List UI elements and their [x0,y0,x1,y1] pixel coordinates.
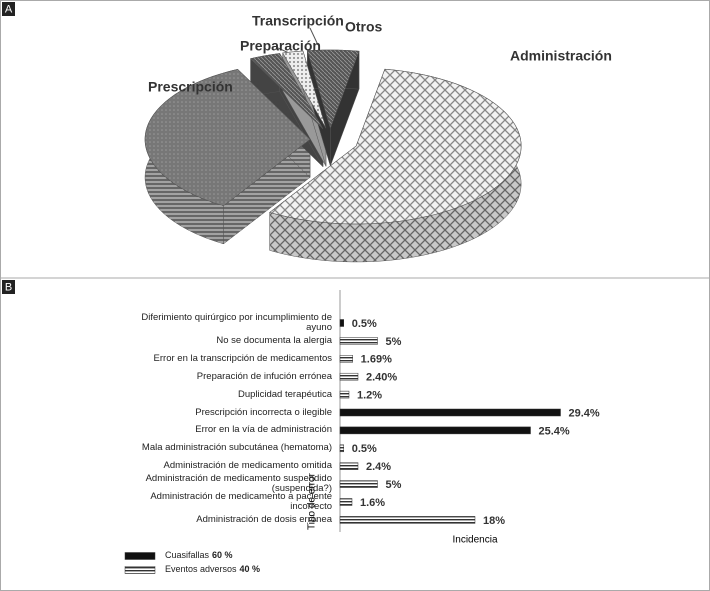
value-label: 18% [483,515,505,527]
value-label: 1.6% [360,497,385,509]
category-label: Error en la transcripción de medicamento… [153,352,332,364]
bar [339,319,344,327]
slice-label: Preparación [240,38,321,54]
value-label: 2.4% [366,461,391,473]
category-label: Administración de medicamento a paciente… [150,491,332,512]
pie-slice [306,49,360,129]
slice-label: Transcripción [252,13,344,29]
legend-swatch [124,552,156,560]
category-label: Administración de dosis errónea [196,513,332,525]
category-label: Mala administración subcutánea (hematoma… [141,442,332,454]
value-label: 0.5% [352,318,377,330]
category-label: Error en la vía de administración [195,424,332,436]
panel-label: B [5,281,12,293]
bar [339,426,531,435]
legend-entry: Eventos adversos 40 % [165,564,260,574]
bar [339,498,353,506]
legend-share: 40 % [240,564,261,574]
bar [339,372,359,381]
bar [339,444,344,453]
panel-label: A [5,3,13,15]
value-label: 5% [386,336,402,348]
category-label: Administración de medicamento omitida [163,460,332,472]
value-label: 25.4% [539,425,570,437]
value-label: 1.2% [357,390,382,402]
bar [339,408,561,417]
category-label: Duplicidad terapéutica [237,388,332,400]
legend-name: Cuasifallas [165,550,210,560]
category-label: Prescripción incorrecta o ilegible [195,406,332,418]
category-label: Preparación de infución errónea [196,370,332,382]
slice-label: Prescripción [148,79,233,95]
category-label: Diferimiento quirúrgico por incumplimien… [141,312,332,333]
y-axis-label: Tipo de error [307,472,318,530]
legend-share: 60 % [212,550,233,560]
pie-slice [282,50,327,129]
bar [339,516,476,524]
bar [339,390,350,399]
slice-label: Otros [345,19,383,35]
pie-slice [250,53,324,129]
panel-badge [2,280,15,294]
value-label: 1.69% [361,354,392,366]
legend-entry: Cuasifallas 60 % [165,550,233,560]
legend-swatch [124,566,156,574]
pie-slice [144,68,311,207]
bar [339,337,378,345]
category-label: No se documenta la alergia [216,334,332,346]
value-label: 5% [386,479,402,491]
value-label: 0.5% [352,443,377,455]
category-label: Administración de medicamento suspendido… [145,473,332,495]
value-label: 2.40% [366,372,397,384]
bar [339,480,378,488]
pie-slice [269,68,522,225]
x-axis-label: Incidencia [452,535,497,546]
leader-line [309,27,319,46]
bar [339,462,359,470]
value-label: 29.4% [569,407,600,419]
slice-label: Administración [510,48,612,64]
bar [339,355,353,363]
legend-name: Eventos adversos [165,564,237,574]
panel-badge [2,2,15,16]
